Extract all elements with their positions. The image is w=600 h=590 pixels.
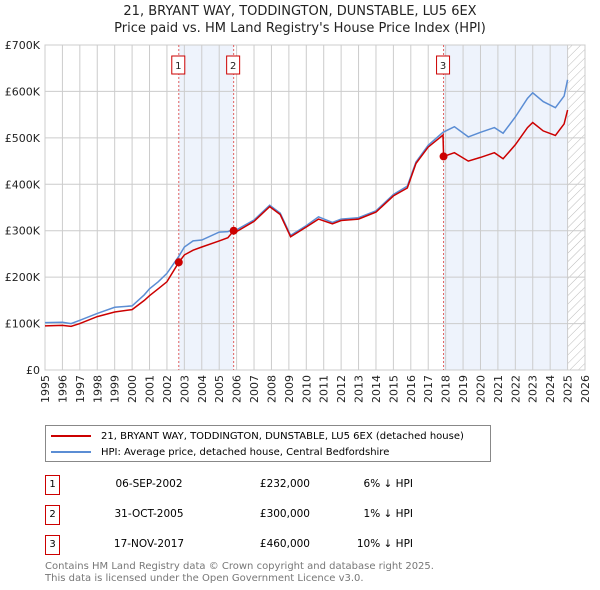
x-tick-label: 2013 bbox=[353, 375, 366, 403]
x-tick-label: 2024 bbox=[544, 375, 557, 403]
y-tick-label: £600K bbox=[5, 85, 41, 98]
forecast-hatch bbox=[567, 45, 585, 370]
sale-price: £460,000 bbox=[259, 538, 310, 550]
sale-marker-box bbox=[226, 55, 241, 75]
x-tick-label: 2019 bbox=[457, 375, 470, 403]
table-row: 1 06-SEP-2002 £232,000 6% ↓ HPI bbox=[45, 475, 465, 495]
legend-item-hpi: HPI: Average price, detached house, Cent… bbox=[51, 444, 389, 460]
x-tick-label: 2010 bbox=[300, 375, 313, 403]
title-line-1: 21, BRYANT WAY, TODDINGTON, DUNSTABLE, L… bbox=[123, 4, 477, 19]
chart-title: 21, BRYANT WAY, TODDINGTON, DUNSTABLE, L… bbox=[0, 3, 600, 37]
sale-point bbox=[174, 258, 183, 267]
series-line bbox=[44, 79, 569, 325]
y-tick-label: £200K bbox=[5, 271, 41, 284]
plot-border bbox=[44, 44, 586, 371]
sale-marker-label: 1 bbox=[175, 61, 181, 72]
sale-hpi-diff: 6% ↓ HPI bbox=[363, 478, 413, 490]
sale-point bbox=[229, 226, 238, 235]
sale-marker-label: 3 bbox=[440, 61, 446, 72]
table-row: 3 17-NOV-2017 £460,000 10% ↓ HPI bbox=[45, 535, 465, 555]
legend: 21, BRYANT WAY, TODDINGTON, DUNSTABLE, L… bbox=[45, 425, 491, 462]
x-tick-label: 2000 bbox=[126, 375, 139, 403]
y-tick-label: £700K bbox=[5, 40, 41, 52]
sale-marker-label: 2 bbox=[230, 61, 236, 72]
x-tick-label: 2020 bbox=[474, 375, 487, 403]
sale-badge: 1 bbox=[45, 475, 60, 495]
footer-line-1: Contains HM Land Registry data © Crown c… bbox=[45, 561, 434, 572]
x-tick-label: 2011 bbox=[318, 375, 331, 403]
sale-badge: 2 bbox=[45, 505, 60, 525]
sale-point bbox=[439, 152, 448, 161]
x-tick-label: 2008 bbox=[265, 375, 278, 403]
x-tick-label: 2001 bbox=[144, 375, 157, 403]
x-tick-label: 2018 bbox=[440, 375, 453, 403]
x-tick-label: 1997 bbox=[74, 375, 87, 403]
sale-marker-box bbox=[171, 55, 186, 75]
legend-swatch-blue bbox=[51, 451, 91, 453]
y-tick-label: £400K bbox=[5, 178, 41, 191]
sale-date: 17-NOV-2017 bbox=[113, 538, 185, 550]
x-tick-label: 2017 bbox=[422, 375, 435, 403]
x-tick-label: 2004 bbox=[196, 375, 209, 403]
sale-badge: 3 bbox=[45, 535, 60, 555]
legend-swatch-red bbox=[51, 435, 91, 437]
x-tick-label: 2026 bbox=[579, 375, 592, 403]
legend-label: HPI: Average price, detached house, Cent… bbox=[101, 446, 390, 458]
y-tick-label: £500K bbox=[5, 132, 41, 145]
x-tick-label: 2002 bbox=[161, 375, 174, 403]
x-tick-label: 1995 bbox=[39, 375, 52, 403]
x-tick-label: 2015 bbox=[387, 375, 400, 403]
title-line-2: Price paid vs. HM Land Registry's House … bbox=[114, 21, 486, 36]
x-tick-label: 2016 bbox=[405, 375, 418, 403]
x-tick-label: 1999 bbox=[109, 375, 122, 403]
x-tick-label: 2006 bbox=[231, 375, 244, 403]
footer: Contains HM Land Registry data © Crown c… bbox=[45, 561, 434, 585]
shaded-region bbox=[178, 45, 234, 370]
x-tick-label: 2021 bbox=[492, 375, 505, 403]
x-tick-label: 2007 bbox=[248, 375, 261, 403]
legend-label: 21, BRYANT WAY, TODDINGTON, DUNSTABLE, L… bbox=[101, 430, 464, 442]
x-tick-label: 2003 bbox=[178, 375, 191, 403]
x-tick-label: 2025 bbox=[562, 375, 575, 403]
x-tick-label: 2009 bbox=[283, 375, 296, 403]
series-line bbox=[44, 109, 569, 328]
x-tick-label: 2005 bbox=[213, 375, 226, 403]
shaded-region bbox=[443, 45, 568, 370]
sale-price: £232,000 bbox=[259, 478, 310, 490]
x-tick-label: 1998 bbox=[91, 375, 104, 403]
x-tick-label: 2012 bbox=[335, 375, 348, 403]
x-tick-label: 2014 bbox=[370, 375, 383, 403]
sale-marker-box bbox=[436, 55, 451, 75]
x-tick-label: 1996 bbox=[56, 375, 69, 403]
price-chart: 1995 1996 1997 1998 1999 2000 2001 2002 2003 2004… bbox=[5, 40, 592, 403]
table-row: 2 31-OCT-2005 £300,000 1% ↓ HPI bbox=[45, 505, 465, 525]
sale-date: 06-SEP-2002 bbox=[115, 478, 183, 490]
sale-price: £300,000 bbox=[259, 508, 310, 520]
sale-hpi-diff: 1% ↓ HPI bbox=[363, 508, 413, 520]
x-tick-label: 2022 bbox=[509, 375, 522, 403]
legend-item-property: 21, BRYANT WAY, TODDINGTON, DUNSTABLE, L… bbox=[51, 428, 464, 444]
y-tick-label: £0 bbox=[26, 364, 40, 377]
footer-line-2: This data is licensed under the Open Gov… bbox=[45, 573, 364, 584]
sale-hpi-diff: 10% ↓ HPI bbox=[356, 538, 413, 550]
x-tick-label: 2023 bbox=[527, 375, 540, 403]
y-tick-label: £300K bbox=[5, 225, 41, 238]
sale-date: 31-OCT-2005 bbox=[114, 508, 184, 520]
y-tick-label: £100K bbox=[5, 318, 41, 331]
